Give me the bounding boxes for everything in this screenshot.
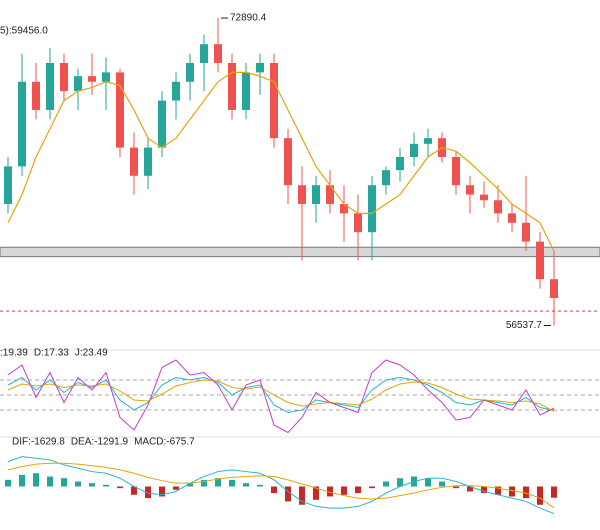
candle-body [242,72,250,110]
candle-body [4,166,12,204]
candle-body [480,194,488,201]
candle-body [452,156,460,186]
macd-bar [355,486,361,494]
macd-legend: MACD:-675.7 [134,437,195,448]
kdj-line [7,359,555,434]
macd-bar [201,479,207,487]
macd-line [7,456,555,515]
macd-bar [523,486,529,499]
candle-body [410,143,418,157]
macd-bar [453,486,459,489]
candle-body [536,241,544,280]
candle-body [326,185,334,204]
macd-bar [467,486,473,492]
candle-body [74,76,82,92]
macd-bar [397,478,403,487]
kdj-line [7,379,555,412]
macd-bar [229,479,235,487]
candle-body [284,138,292,186]
macd-bar [19,474,25,487]
candle-body [144,147,152,176]
candle-body [172,81,180,101]
candle-body [130,147,138,176]
candle-body [354,213,362,233]
macd-bar [75,481,81,487]
macd-bar [537,486,543,505]
macd-bar [89,483,95,487]
candle-body [102,72,110,82]
macd-bar [271,486,277,494]
candle-body [214,44,222,63]
macd-bar [47,476,53,487]
candle-body [298,185,306,204]
macd-bar [313,486,319,500]
macd-bar [481,486,487,494]
kdj-legend: D:17.33 [34,348,69,359]
candle-body [270,62,278,139]
candle-body [228,62,236,110]
macd-bar [173,486,179,490]
candle-body [424,138,432,144]
candle-body [60,62,68,92]
macd-bar [299,486,305,505]
macd-bar [551,486,557,498]
macd-bar [509,486,515,497]
ma-line [7,71,555,252]
candle-body [382,170,390,186]
macd-bar [103,484,109,487]
candle-body [158,100,166,148]
kdj-legend: J:23.49 [75,348,108,359]
macd-bar [257,484,263,487]
candle-body [396,156,404,171]
macd-bar [187,483,193,487]
candle-body [46,62,54,110]
candle-body [312,185,320,204]
macd-bar [159,486,165,497]
macd-bar [439,481,445,487]
ma-legend: 5):59456.0 [0,26,48,37]
macd-bar [341,486,347,495]
price-zone [0,246,600,258]
macd-line [7,462,555,509]
candle-body [466,185,474,195]
macd-bar [285,486,291,502]
candle-body [186,62,194,82]
macd-bar [327,486,333,497]
macd-bar [33,473,39,487]
macd-bar [495,486,501,495]
macd-legend: DIF:-1629.8 [12,437,65,448]
candle-body [508,213,516,223]
macd-bar [5,479,11,487]
candle-body [88,76,96,82]
candle-body [550,279,558,298]
macd-bar [117,486,123,489]
candle-body [340,203,348,214]
candle-body [200,44,208,63]
macd-bar [215,478,221,487]
macd-bar [369,486,375,489]
candle-body [256,62,264,73]
low-label: 56537.7 [506,320,543,331]
candle-body [18,81,26,167]
macd-bar [61,478,67,487]
candle-body [116,72,124,148]
kdj-line [7,376,555,414]
high-label: 72890.4 [230,13,267,24]
macd-bar [145,486,151,499]
candle-body [32,81,40,110]
candle-body [368,185,376,233]
macd-bar [131,486,137,495]
candle-body [494,200,502,214]
macd-legend: DEA:-1291.9 [71,437,129,448]
macd-bar [243,483,249,487]
candle-body [522,222,530,242]
macd-bar [425,478,431,487]
kdj-legend: :19.39 [0,348,28,359]
macd-bar [383,481,389,487]
